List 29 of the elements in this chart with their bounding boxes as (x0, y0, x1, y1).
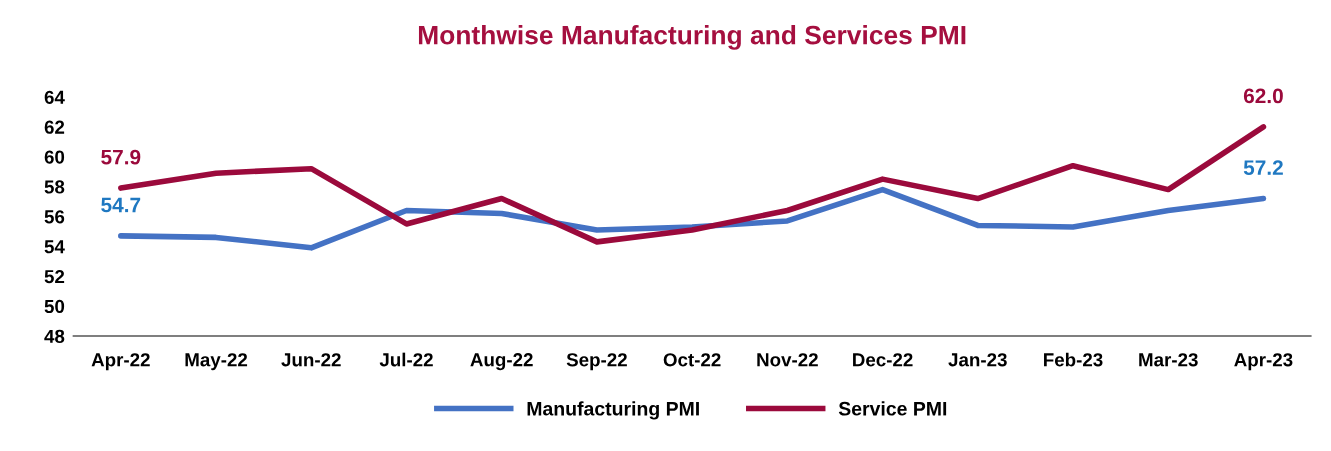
x-tick-label: Jun-22 (281, 353, 341, 367)
y-tick-label: 58 (44, 180, 65, 194)
x-tick-label: Dec-22 (853, 353, 913, 367)
x-tick-label: Aug-22 (470, 353, 533, 371)
x-tick-label: Mar-23 (1139, 353, 1198, 367)
y-tick-label: 62 (44, 120, 65, 134)
x-tick-label: Nov-22 (757, 353, 818, 367)
y-tick-label: 64 (44, 90, 65, 104)
y-tick-label: 48 (44, 329, 65, 343)
y-tick-label: 60 (44, 150, 65, 164)
x-tick-label: Jan-23 (948, 353, 1007, 367)
data-label: 57.9 (101, 149, 141, 165)
legend-label: Service PMI (838, 401, 947, 416)
chart-title: Monthwise Manufacturing and Services PMI (418, 25, 966, 50)
x-tick-label: May-22 (185, 353, 248, 371)
x-tick-label: Feb-23 (1044, 352, 1103, 367)
x-tick-label: Oct-22 (663, 353, 721, 367)
x-tick-label: Apr-22 (91, 353, 150, 371)
y-tick-label: 52 (44, 269, 65, 284)
x-tick-label: Apr-23 (1234, 353, 1293, 371)
data-label: 62.0 (1243, 88, 1283, 104)
y-tick-label: 56 (44, 210, 65, 224)
data-label: 57.2 (1243, 160, 1283, 175)
y-tick-label: 50 (44, 299, 65, 314)
x-tick-label: Jul-22 (379, 352, 433, 367)
x-tick-label: Sep-22 (566, 353, 627, 371)
y-tick-label: 54 (44, 240, 65, 254)
legend-label: Manufacturing PMI (527, 401, 699, 420)
data-label: 54.7 (101, 197, 141, 213)
